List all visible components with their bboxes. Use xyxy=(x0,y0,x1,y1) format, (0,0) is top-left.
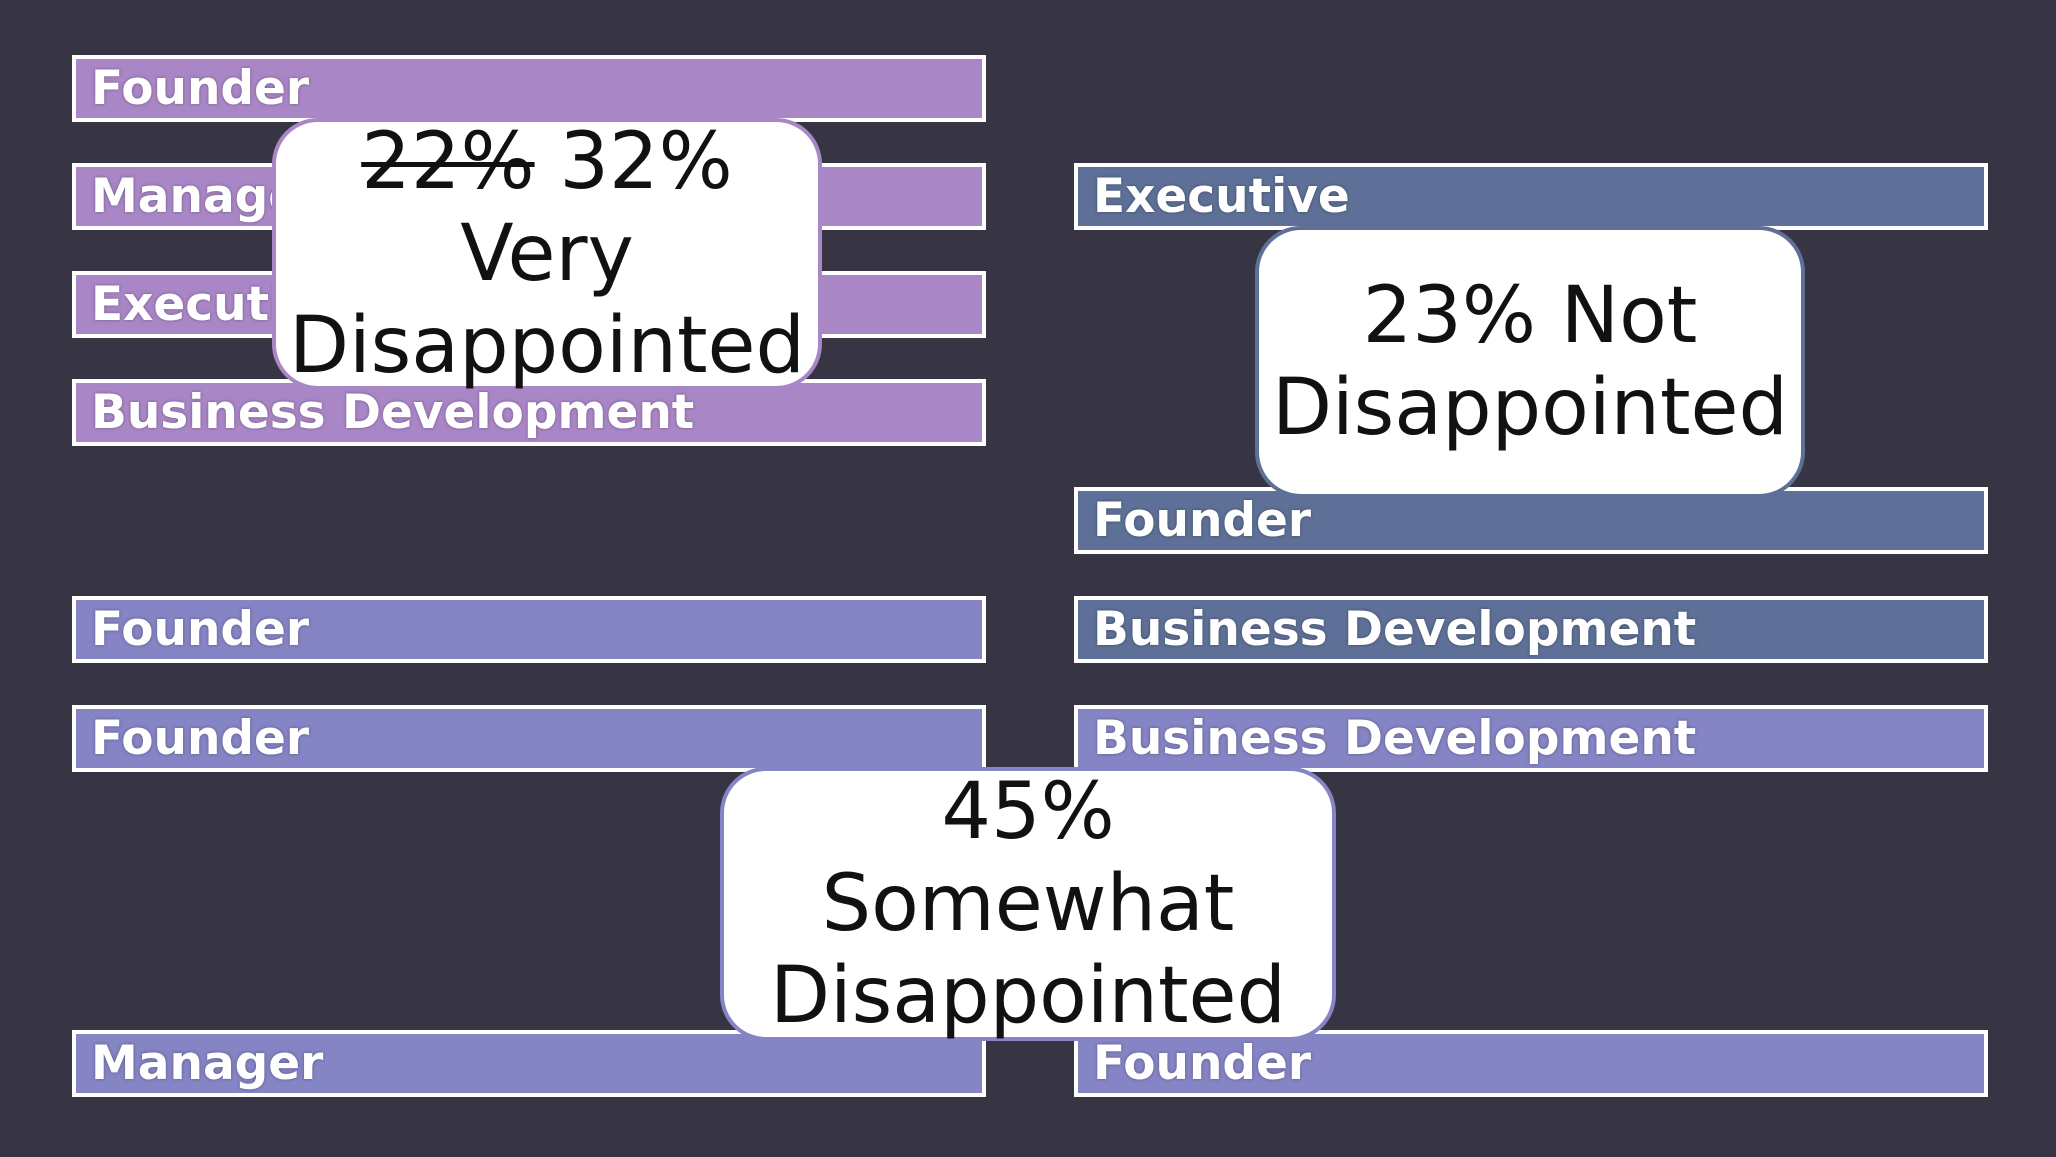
somewhat-disappointed-value-line: 45% Somewhat xyxy=(821,767,1235,949)
bar-founder: Founder xyxy=(1074,1030,1988,1097)
disappointed-label: Disappointed xyxy=(288,301,806,391)
disappointed-label: Disappointed xyxy=(769,951,1287,1041)
bar-business-development: Business Development xyxy=(72,379,986,446)
bar-business-development: Business Development xyxy=(1074,705,1988,772)
very-label: Very xyxy=(460,209,634,299)
not-disappointed-callout: 23% Not Disappointed xyxy=(1255,226,1805,498)
bar-manager: Manager xyxy=(72,1030,986,1097)
somewhat-disappointed-callout: 45% Somewhat Disappointed xyxy=(720,767,1336,1041)
disappointed-label: Disappointed xyxy=(1271,363,1789,453)
bar-founder: Founder xyxy=(72,596,986,663)
old-percentage: 22% xyxy=(361,117,535,207)
very-disappointed-callout: 22% 32% Very Disappointed xyxy=(272,116,822,391)
bar-business-development: Business Development xyxy=(1074,596,1988,663)
not-disappointed-value-line: 23% Not xyxy=(1362,271,1698,361)
new-percentage: 32% xyxy=(559,117,733,207)
bar-founder: Founder xyxy=(72,705,986,772)
very-disappointed-value-line: 22% 32% Very xyxy=(276,116,818,300)
bar-executive: Executive xyxy=(1074,163,1988,230)
bar-founder: Founder xyxy=(72,55,986,122)
